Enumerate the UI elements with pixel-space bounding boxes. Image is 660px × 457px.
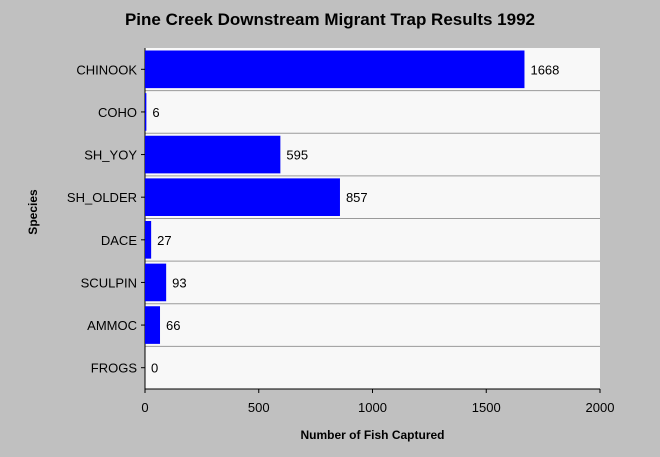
category-label-sculpin: SCULPIN: [81, 275, 137, 290]
data-label: 93: [172, 275, 186, 290]
bar-sculpin: [145, 263, 167, 302]
data-label: 66: [166, 318, 180, 333]
data-label: 27: [157, 233, 171, 248]
bar-coho: [145, 93, 147, 131]
data-label: 0: [151, 361, 158, 376]
x-tick-label: 0: [141, 400, 148, 415]
x-tick-label: 2000: [586, 400, 615, 415]
data-label: 595: [286, 148, 308, 163]
chart-title: Pine Creek Downstream Migrant Trap Resul…: [124, 10, 536, 29]
x-tick-label: 1500: [472, 400, 501, 415]
data-label: 6: [152, 105, 159, 120]
x-tick-label: 500: [248, 400, 270, 415]
category-label-sh-yoy: SH_YOY: [84, 148, 137, 163]
bar-chinook: [145, 50, 525, 89]
bar-sh-older: [145, 178, 340, 216]
data-label: 1668: [530, 62, 559, 77]
category-label-ammoc: AMMOC: [87, 318, 137, 333]
category-label-frogs: FROGS: [91, 361, 138, 376]
data-label: 857: [346, 190, 368, 205]
bar-dace: [145, 221, 152, 259]
bar-ammoc: [145, 306, 161, 344]
category-label-dace: DACE: [101, 233, 137, 248]
category-label-sh-older: SH_OLDER: [67, 190, 137, 205]
bar-sh-yoy: [145, 135, 281, 174]
x-tick-label: 1000: [358, 400, 387, 415]
category-label-chinook: CHINOOK: [76, 62, 137, 77]
x-axis-title: Number of Fish Captured: [300, 428, 445, 442]
category-label-coho: COHO: [98, 105, 137, 120]
